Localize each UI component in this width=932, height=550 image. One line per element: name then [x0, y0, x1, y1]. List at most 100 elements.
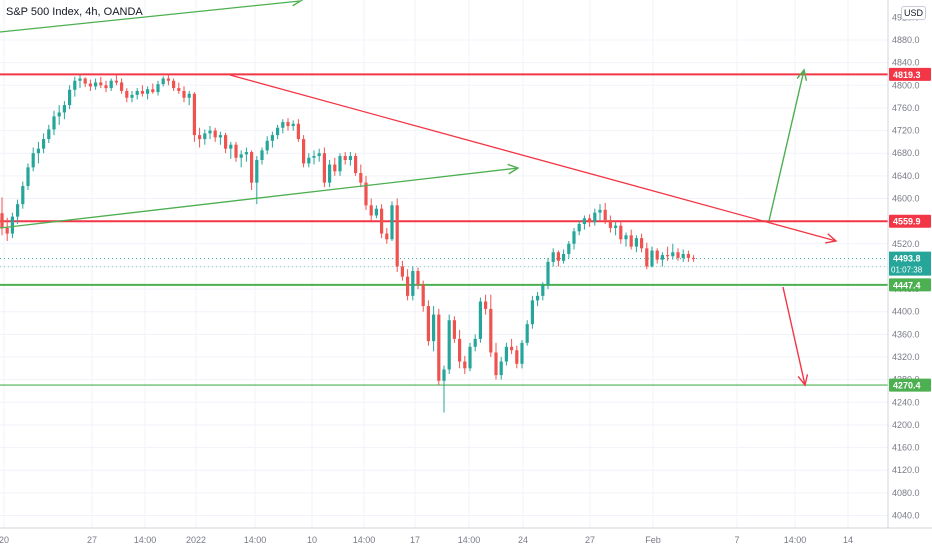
x-tick-label: 14:00: [244, 535, 267, 545]
x-tick-label: 17: [410, 535, 420, 545]
candle-body: [406, 276, 410, 296]
candle-body: [426, 306, 430, 342]
candle-body: [78, 78, 82, 81]
candle-body: [629, 235, 633, 247]
candle-body: [536, 295, 540, 301]
candle-body: [213, 130, 217, 138]
trendlines: [0, 0, 838, 387]
currency-badge[interactable]: USD: [900, 6, 926, 20]
upper-trend-arrow-head: [292, 0, 304, 7]
x-tick-label: 14:00: [784, 535, 807, 545]
price-tag-lower-support-bg: [889, 378, 931, 392]
candle-body: [551, 252, 555, 262]
price-tag-mid-resistance-bg: [889, 214, 931, 228]
candles: [0, 74, 696, 413]
y-tick-label: 4160.0: [892, 443, 920, 453]
candle-body: [447, 320, 451, 370]
candle-body: [62, 105, 66, 113]
candle-body: [57, 112, 61, 117]
y-tick-label: 4040.0: [892, 511, 920, 521]
candle-body: [530, 300, 534, 325]
x-tick-label: 14:00: [134, 535, 157, 545]
bullish-projection-arrow: [768, 69, 805, 222]
candle-body: [5, 227, 9, 234]
candle-body: [499, 361, 503, 376]
candle-body: [395, 205, 399, 267]
candle-body: [250, 152, 254, 183]
y-tick-label: 4520.0: [892, 239, 920, 249]
time-axis: 20 27 14:00 2022 14:00 10 14:00 17 14:00 24 27 Feb 7…: [0, 527, 932, 545]
candle-body: [312, 156, 316, 158]
candle-body: [52, 116, 56, 130]
price-tag-top-resistance-bg: [889, 67, 931, 81]
candle-body: [120, 82, 124, 91]
bullish-projection-arrow-head: [796, 68, 808, 81]
candle-body: [88, 83, 92, 87]
candle-body: [234, 144, 238, 158]
candle-body: [260, 150, 264, 161]
x-tick-label: 14:00: [458, 535, 481, 545]
x-tick-label: 20: [0, 535, 9, 545]
uptrend-line: [0, 167, 519, 229]
candle-body: [359, 173, 363, 183]
candle-body: [458, 338, 462, 362]
candle-body: [239, 154, 243, 158]
candle-body: [676, 252, 680, 258]
downtrend-arrow-head: [825, 233, 838, 244]
candle-body: [437, 314, 441, 381]
candle-body: [484, 301, 488, 309]
candle-body: [265, 140, 269, 151]
candle-body: [624, 235, 628, 240]
candle-body: [582, 218, 586, 224]
candle-body: [468, 346, 472, 369]
candle-body: [135, 90, 139, 95]
y-tick-label: 4400.0: [892, 307, 920, 317]
x-tick-label: 24: [518, 535, 528, 545]
candle-body: [130, 94, 134, 98]
uptrend-arrow-head: [507, 163, 520, 175]
candle-body: [593, 212, 597, 223]
candle-body: [114, 80, 118, 83]
candle-body: [692, 257, 696, 259]
candle-body: [47, 129, 51, 140]
y-tick-label: 4600.0: [892, 194, 920, 204]
candle-body: [322, 153, 326, 183]
candle-body: [73, 80, 77, 90]
candle-body: [416, 270, 420, 285]
candle-body: [208, 130, 212, 134]
candle-body: [146, 89, 150, 94]
y-tick-label: 4360.0: [892, 329, 920, 339]
candle-body: [619, 225, 623, 240]
candle-body: [608, 220, 612, 228]
grid: [0, 0, 888, 528]
candle-body: [244, 152, 248, 155]
y-tick-label: 4720.0: [892, 126, 920, 136]
candle-body: [198, 135, 202, 140]
candle-body: [224, 135, 228, 149]
candle-body: [510, 346, 514, 351]
countdown-tag: 01:07:38: [891, 266, 923, 275]
candle-body: [99, 82, 103, 86]
candle-body: [343, 156, 347, 161]
y-tick-label: 4760.0: [892, 103, 920, 113]
price-tag-support: 4447.4: [893, 280, 921, 290]
candle-body: [302, 139, 306, 164]
candle-body: [588, 218, 592, 223]
x-tick-label: 14:00: [353, 535, 376, 545]
candle-body: [489, 308, 493, 353]
candle-body: [411, 270, 415, 296]
candle-body: [317, 153, 321, 157]
candle-body: [172, 80, 176, 89]
candle-body: [473, 338, 477, 347]
candle-body: [432, 314, 436, 342]
candle-body: [556, 252, 560, 261]
price-tag-mid-resistance: 4559.9: [893, 217, 921, 227]
bearish-projection-arrow-head: [797, 374, 809, 387]
x-tick-label: 14: [843, 535, 853, 545]
candle-body: [442, 369, 446, 381]
candle-body: [562, 253, 566, 261]
candle-body: [104, 85, 108, 89]
candle-body: [21, 186, 25, 205]
y-tick-label: 4880.0: [892, 35, 920, 45]
